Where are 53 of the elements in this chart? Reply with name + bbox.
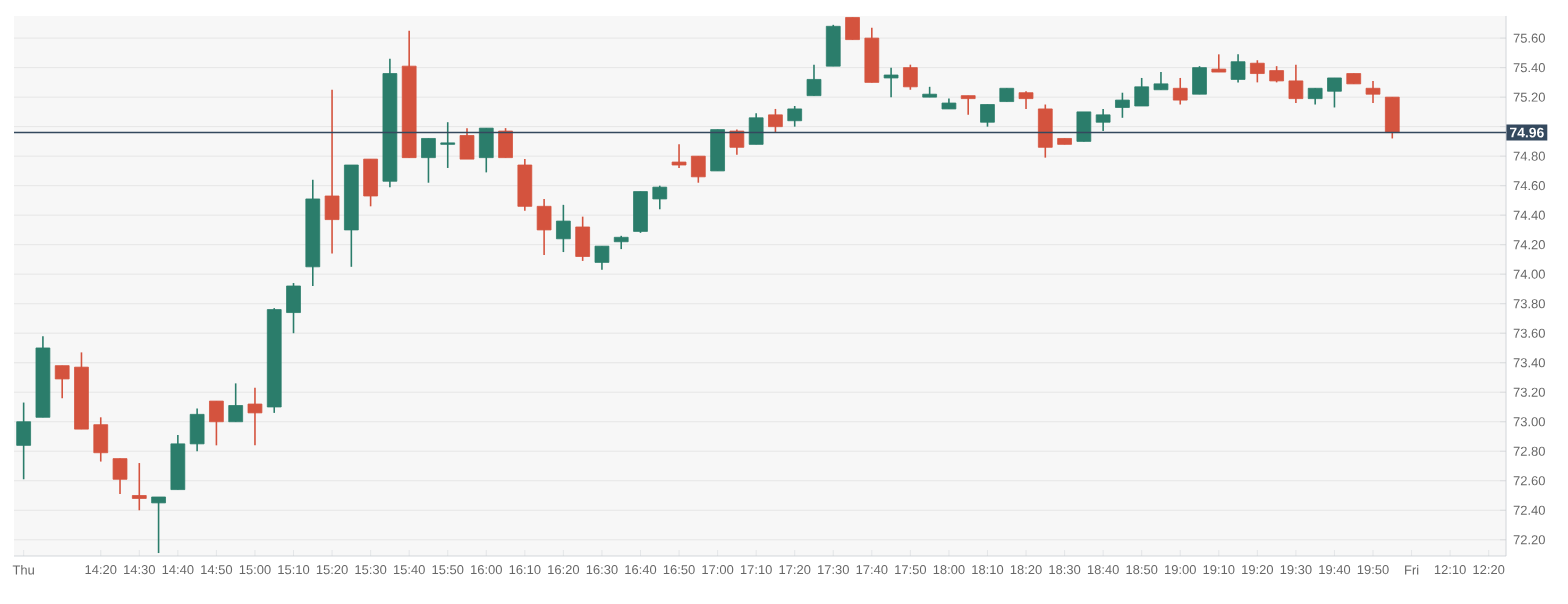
candlestick [170,434,186,491]
candlestick [324,88,340,255]
candlestick [459,127,475,160]
candlestick [1076,111,1092,143]
candlestick [440,121,456,169]
candlestick [151,496,166,554]
candlestick [903,63,918,91]
candlestick [54,364,70,399]
candlestick [16,401,31,481]
candlestick [421,137,436,184]
candlestick [478,127,494,174]
candlestick [575,215,590,262]
candlestick [1172,77,1188,106]
candlestick [209,400,224,447]
candlestick [845,16,860,41]
candlestick [825,24,841,67]
candlestick [189,407,205,453]
candlestick [980,103,995,128]
candlestick [498,127,513,159]
candlestick [556,204,571,253]
candlestick [1037,103,1053,159]
candlestick [286,282,301,335]
candlestick [93,416,109,463]
candlestick [960,94,976,116]
candlestick [247,387,263,447]
candlestick [768,108,783,134]
candlestick [112,457,128,495]
candlestick [864,26,880,84]
candlestick [1250,59,1265,84]
candlestick [1095,108,1111,132]
candlestick [1192,65,1207,95]
candlestick [131,462,147,512]
candlestick [671,143,687,169]
candlestick [517,158,533,212]
candlestick [1384,96,1400,140]
candlestick [883,66,899,98]
candlestick [806,63,822,97]
candlestick [710,128,725,172]
candlestick [690,155,706,184]
candlestick [363,158,378,208]
candlestick [1327,77,1342,109]
candlestick [1134,77,1150,107]
candlestick [1288,63,1304,104]
candlestick [228,382,244,423]
candlestick [787,105,803,128]
candlestick [1115,91,1130,119]
candlestick [633,190,648,234]
candlestick [594,245,610,271]
candlestick [1365,80,1381,104]
candlestick [536,198,552,256]
candlestick [1211,53,1227,73]
candlestick [748,112,764,146]
candlestick [1230,53,1246,84]
